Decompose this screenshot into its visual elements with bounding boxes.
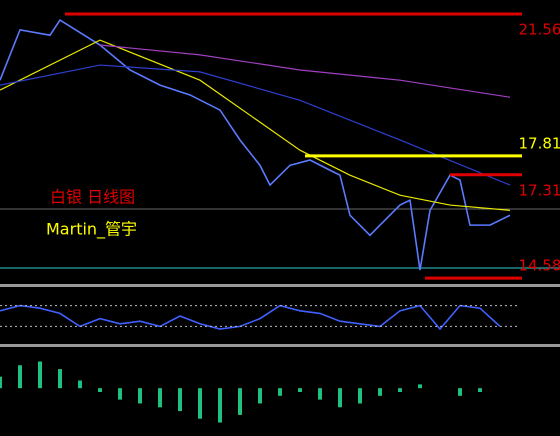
level-label: 17.31	[519, 181, 560, 199]
histogram-bar	[18, 365, 22, 389]
histogram-bar	[318, 388, 322, 400]
level-label: 17.81	[519, 134, 560, 152]
series-line	[0, 304, 501, 331]
annotation: 白银 日线图	[50, 188, 135, 207]
histogram-bar	[138, 388, 142, 404]
histogram-bar	[158, 388, 162, 408]
histogram-bar	[0, 376, 2, 389]
histogram-bar	[238, 388, 242, 415]
histogram-bar	[358, 388, 362, 404]
series-line	[0, 64, 511, 186]
annotation: Martin_管宇	[46, 220, 137, 240]
histogram-bar	[78, 380, 82, 389]
histogram-bar	[298, 388, 302, 392]
histogram-bar	[378, 388, 382, 396]
series-line	[99, 44, 511, 98]
histogram-bar	[338, 388, 342, 408]
histogram-bar	[258, 388, 262, 404]
histogram-bar	[198, 388, 202, 419]
histogram-bar	[58, 369, 62, 389]
histogram-bar	[278, 388, 282, 396]
histogram-bar	[218, 388, 222, 423]
histogram-bar	[418, 384, 422, 389]
histogram-bar	[478, 388, 482, 392]
level-label: 21.56	[519, 20, 560, 38]
series-line	[0, 18, 511, 271]
histogram-bar	[118, 388, 122, 400]
panel-divider	[0, 284, 560, 287]
histogram-bar	[178, 388, 182, 412]
histogram-bar	[38, 361, 42, 389]
panel-divider	[0, 344, 560, 347]
histogram-bar	[398, 388, 402, 392]
histogram-bar	[458, 388, 462, 396]
level-label: 14.58	[519, 257, 560, 275]
histogram-bar	[98, 388, 102, 392]
